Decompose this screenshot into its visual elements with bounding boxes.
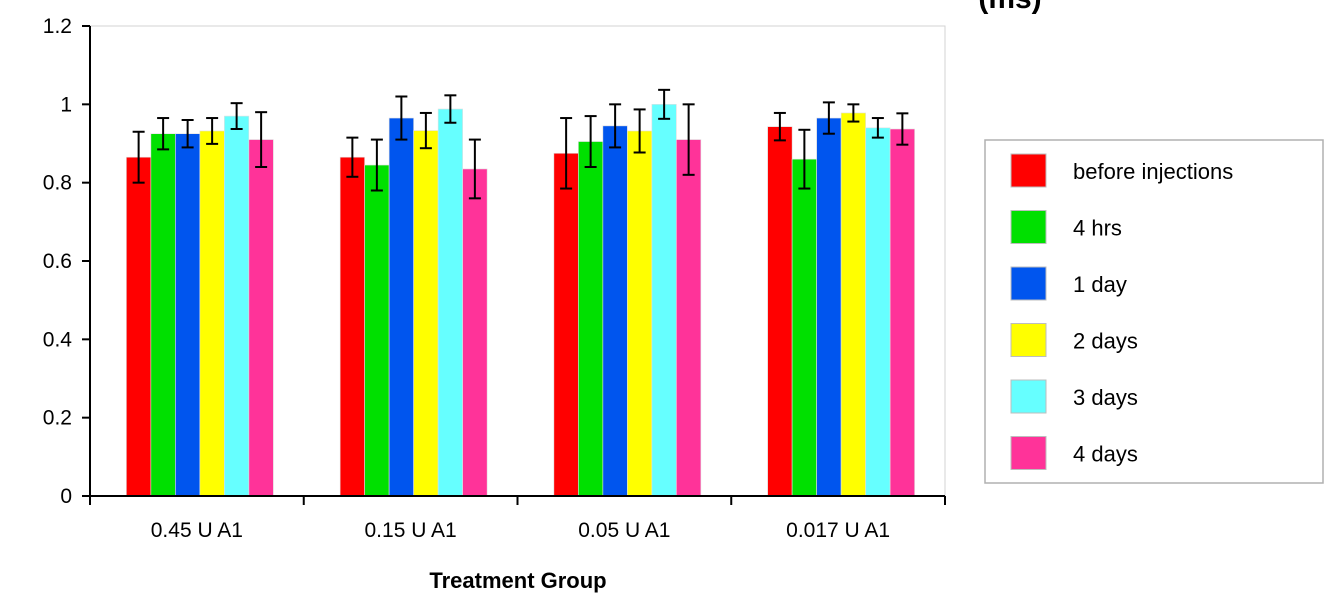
chart-title: (ms) <box>978 0 1041 15</box>
legend: before injections 4 hrs 1 day 2 days 3 days 4… <box>984 139 1324 484</box>
legend-swatch <box>1010 323 1047 357</box>
legend-swatch <box>1010 379 1047 414</box>
legend-label: 4 hrs <box>1073 216 1122 241</box>
x-tick-label: 0.45 U A1 <box>151 519 243 542</box>
x-tick-label: 0.05 U A1 <box>578 519 670 542</box>
bar <box>676 139 702 497</box>
legend-label: before injections <box>1073 159 1233 184</box>
legend-swatch <box>1010 436 1047 470</box>
bar <box>816 117 842 497</box>
bar <box>889 128 915 497</box>
bar <box>627 130 653 497</box>
y-tick-label: 1.2 <box>43 15 72 38</box>
bar <box>126 156 152 497</box>
bar <box>840 112 866 497</box>
bar <box>553 152 579 497</box>
legend-label: 2 days <box>1073 329 1138 354</box>
bar <box>150 133 176 497</box>
bar <box>651 104 677 497</box>
y-tick-label: 0.4 <box>43 328 73 351</box>
legend-swatch <box>1010 266 1047 301</box>
bar <box>791 158 817 497</box>
legend-label: 1 day <box>1073 272 1127 297</box>
legend-label: 3 days <box>1073 385 1138 410</box>
y-tick-label: 0.2 <box>43 407 72 430</box>
bar <box>224 115 250 497</box>
legend-items: before injections 4 hrs 1 day 2 days 3 days 4… <box>1010 153 1233 470</box>
legend-swatch <box>1010 210 1047 244</box>
bar <box>248 139 274 497</box>
bar <box>413 130 439 497</box>
bar <box>462 168 488 497</box>
bar <box>578 141 604 497</box>
y-tick-label: 0 <box>60 485 72 508</box>
x-axis-title: Treatment Group <box>429 568 606 593</box>
x-tick-label: 0.15 U A1 <box>365 519 457 542</box>
bars-layer <box>126 104 915 497</box>
bar <box>767 126 793 497</box>
bar <box>388 117 414 497</box>
bar <box>364 164 390 497</box>
y-tick-label: 0.6 <box>43 250 72 273</box>
legend-box <box>984 139 1324 484</box>
y-tick-label: 0.8 <box>43 172 72 195</box>
bar <box>602 125 628 497</box>
legend-swatch <box>1010 153 1047 188</box>
bar <box>199 130 225 497</box>
y-ticks: 0 0.2 0.4 0.6 0.8 1 1.2 <box>43 15 90 508</box>
legend-label: 4 days <box>1073 442 1138 467</box>
bar <box>175 133 201 497</box>
bar <box>865 127 891 497</box>
x-tick-label: 0.017 U A1 <box>786 519 890 542</box>
x-ticks: 0.45 U A1 0.15 U A1 0.05 U A1 0.017 U A1 <box>89 496 946 542</box>
y-tick-label: 1 <box>60 93 72 116</box>
error-bars-layer <box>132 88 909 200</box>
bar <box>339 156 365 497</box>
bar <box>437 108 463 497</box>
